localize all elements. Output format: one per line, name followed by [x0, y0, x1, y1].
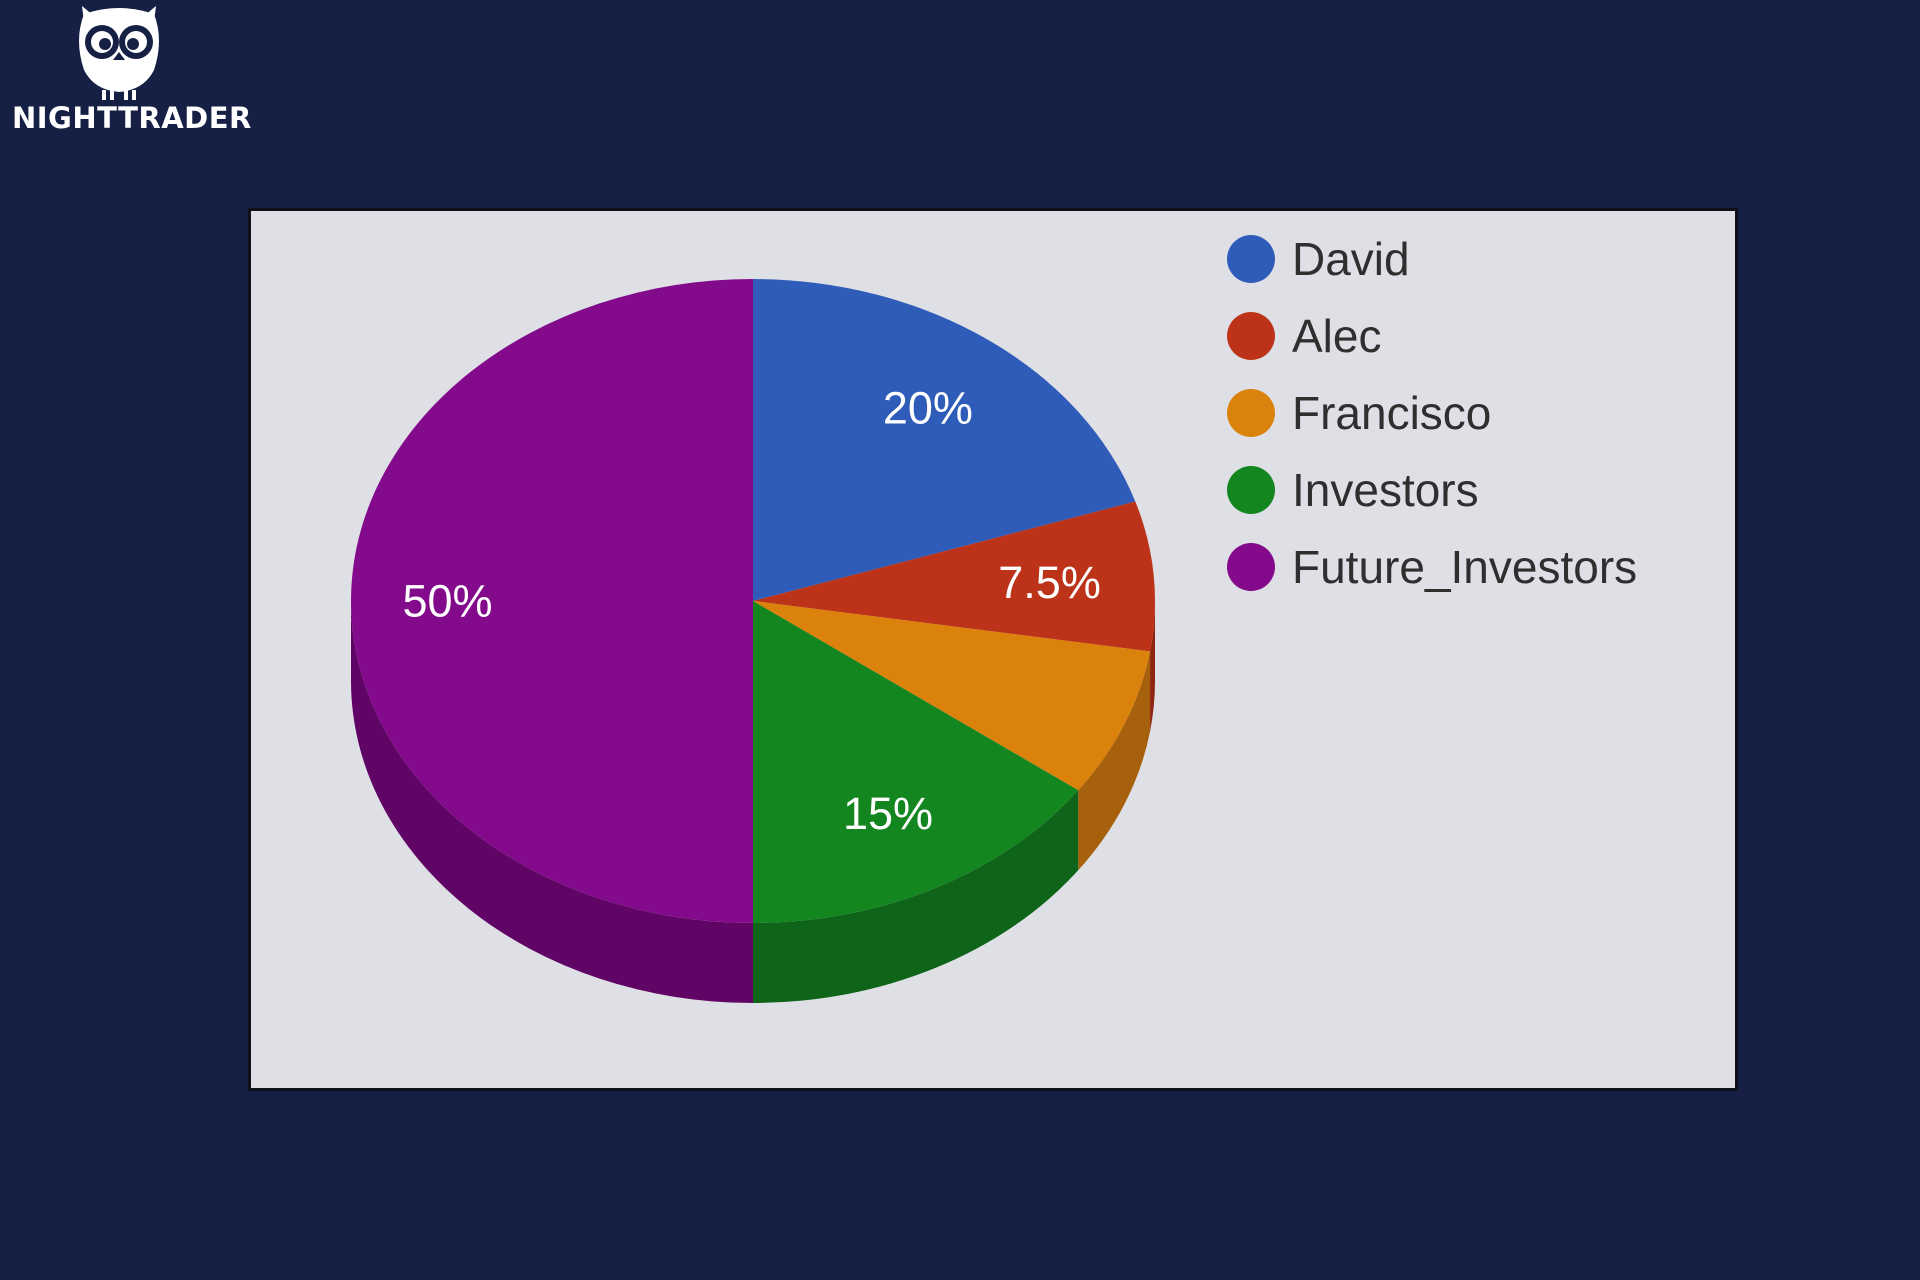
pie-slice-future-investors — [351, 279, 753, 923]
legend-item-alec: Alec — [1227, 310, 1381, 362]
slice-label-investors: 15% — [843, 788, 933, 839]
pie-chart: 20% 7.5% 15% 50% David Alec Francisco Investor… — [351, 233, 1637, 1003]
pie-sides — [351, 601, 1155, 1003]
slice-label-future-investors: 50% — [402, 576, 492, 627]
brand-name: NIGHTTRADER — [12, 101, 252, 135]
brand-logo: NIGHTTRADER — [12, 0, 252, 140]
legend-swatch-francisco — [1227, 389, 1275, 437]
legend-label-future-investors: Future_Investors — [1292, 541, 1637, 593]
slice-label-alec: 7.5% — [998, 557, 1101, 608]
pie-slice-alec — [753, 501, 1155, 652]
pie-side-francisco — [1078, 651, 1151, 871]
slice-label-david: 20% — [883, 383, 973, 434]
pie-slice-investors — [753, 601, 1079, 923]
legend-swatch-alec — [1227, 312, 1275, 360]
pie-labels: 20% 7.5% 15% 50% — [402, 383, 1100, 839]
legend-label-alec: Alec — [1292, 310, 1381, 362]
pie-side-alec — [1150, 601, 1155, 732]
legend-label-investors: Investors — [1292, 464, 1479, 516]
owl-icon — [79, 6, 159, 100]
legend-item-francisco: Francisco — [1227, 387, 1491, 439]
legend-item-david: David — [1227, 233, 1410, 285]
pie-slice-david — [753, 279, 1136, 601]
chart-legend: David Alec Francisco Investors Future_Invest… — [1227, 233, 1637, 593]
legend-label-francisco: Francisco — [1292, 387, 1491, 439]
legend-item-future-investors: Future_Investors — [1227, 541, 1637, 593]
pie-side-future-investors — [351, 601, 753, 1003]
legend-item-investors: Investors — [1227, 464, 1479, 516]
pie-slice-francisco — [753, 601, 1151, 791]
legend-swatch-investors — [1227, 466, 1275, 514]
pie-slices — [351, 279, 1155, 923]
legend-swatch-david — [1227, 235, 1275, 283]
pie-side-investors — [753, 790, 1079, 1003]
chart-panel: 20% 7.5% 15% 50% David Alec Francisco Investor… — [248, 208, 1738, 1091]
legend-swatch-future-investors — [1227, 543, 1275, 591]
legend-label-david: David — [1292, 233, 1410, 285]
